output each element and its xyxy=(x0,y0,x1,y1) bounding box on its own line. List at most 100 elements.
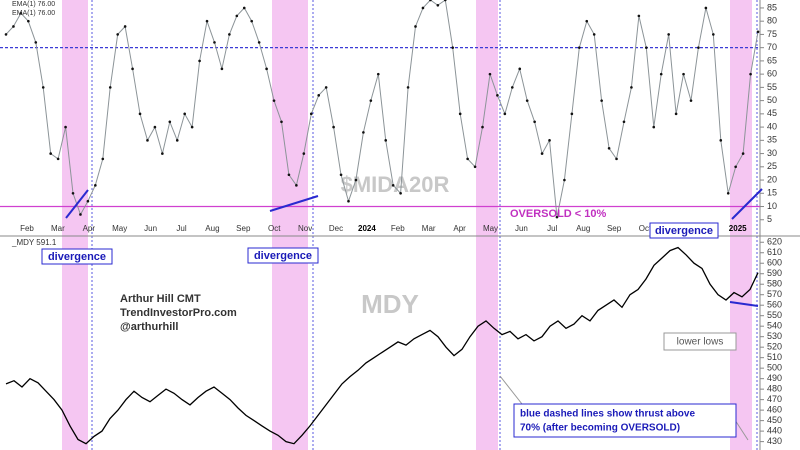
data-point xyxy=(146,139,149,142)
y-tick-label: 600 xyxy=(767,258,782,268)
data-point xyxy=(659,72,663,76)
data-point xyxy=(56,157,60,161)
data-point xyxy=(637,14,641,18)
data-point xyxy=(376,72,380,76)
data-point xyxy=(168,120,172,124)
credit: TrendInvestorPro.com xyxy=(120,307,237,319)
data-point xyxy=(116,33,119,36)
annotation-box xyxy=(41,248,113,265)
x-tick-label: Jun xyxy=(515,224,528,233)
y-tick-label: 490 xyxy=(767,373,782,383)
x-tick-label: 2025 xyxy=(729,224,747,233)
data-point xyxy=(510,86,514,89)
data-point xyxy=(12,25,15,28)
data-point xyxy=(600,99,603,102)
x-tick-label: Apr xyxy=(83,224,96,233)
y-tick-label: 60 xyxy=(767,69,777,79)
y-tick-label: 15 xyxy=(767,188,777,198)
series-line xyxy=(5,246,759,445)
x-tick-label: Jul xyxy=(547,224,557,233)
x-tick-label: Jul xyxy=(176,224,186,233)
data-point xyxy=(175,139,179,142)
y-tick-label: 540 xyxy=(767,321,782,331)
y-tick-label: 80 xyxy=(767,16,777,26)
x-tick-label: Oct xyxy=(268,224,281,233)
y-tick-label: 570 xyxy=(767,289,782,299)
data-point xyxy=(585,19,589,23)
x-tick-label: Jun xyxy=(144,224,157,233)
data-point xyxy=(19,11,23,15)
thrust-lines xyxy=(91,0,758,450)
data-point xyxy=(272,99,276,102)
oversold-band xyxy=(476,0,498,450)
watermark: $MIDA20R xyxy=(341,172,450,197)
data-point xyxy=(481,125,484,129)
data-point xyxy=(71,191,75,195)
y-tick-label: 430 xyxy=(767,436,782,446)
data-point xyxy=(190,125,194,129)
y-tick-label: 500 xyxy=(767,363,782,373)
credit: @arthurhill xyxy=(120,321,178,333)
data-point xyxy=(704,6,708,10)
x-tick-label: May xyxy=(112,224,127,233)
legend-entry: EMA(1) 76.00 xyxy=(12,1,55,8)
annotation: divergence xyxy=(48,251,106,263)
y-tick-label: 550 xyxy=(767,310,782,320)
data-point xyxy=(79,213,82,216)
annotation: blue dashed lines show thrust above xyxy=(520,409,695,420)
x-tick-label: Mar xyxy=(51,224,65,233)
y-tick-label: 610 xyxy=(767,247,782,257)
x-tick-label: May xyxy=(483,224,498,233)
y-tick-label: 85 xyxy=(767,2,777,12)
watermark: MDY xyxy=(361,289,419,319)
pointer xyxy=(499,375,523,405)
data-point xyxy=(94,184,97,187)
data-point xyxy=(265,67,268,71)
data-point xyxy=(473,165,477,169)
y-tick-label: 480 xyxy=(767,384,782,394)
data-point xyxy=(362,131,365,134)
data-point xyxy=(451,46,455,49)
data-point xyxy=(324,86,328,89)
data-point xyxy=(332,125,335,129)
y-tick-label: 50 xyxy=(767,95,777,105)
data-point xyxy=(339,173,343,177)
y-tick-label: 10 xyxy=(767,201,777,211)
data-point xyxy=(317,94,321,97)
data-point xyxy=(429,0,432,2)
data-point xyxy=(570,112,574,116)
data-point xyxy=(34,41,38,44)
y-tick-label: 560 xyxy=(767,300,782,310)
data-point xyxy=(108,86,112,89)
data-point xyxy=(369,99,373,102)
data-point xyxy=(756,30,760,34)
y-tick-label: 5 xyxy=(767,214,772,224)
y-tick-label: 590 xyxy=(767,268,782,278)
data-point xyxy=(138,112,142,116)
data-point xyxy=(555,215,559,219)
data-point xyxy=(101,157,105,161)
y-tick-label: 40 xyxy=(767,121,777,131)
data-point xyxy=(4,33,8,36)
data-point xyxy=(563,178,566,182)
credit: Arthur Hill CMT xyxy=(120,293,201,305)
y-tick-label: 30 xyxy=(767,148,777,158)
data-point xyxy=(391,184,395,187)
data-point xyxy=(622,120,626,124)
x-tick-label: Apr xyxy=(453,224,466,233)
oversold-band xyxy=(272,0,308,450)
data-point xyxy=(674,112,678,116)
data-point xyxy=(198,59,201,63)
divergence-line xyxy=(65,189,89,219)
data-point xyxy=(131,67,134,71)
data-point xyxy=(161,152,164,155)
data-point xyxy=(295,184,298,187)
data-point xyxy=(399,191,402,195)
x-tick-label: Aug xyxy=(576,224,590,233)
data-point xyxy=(280,120,283,124)
y-tick-label: 520 xyxy=(767,342,782,352)
data-point xyxy=(86,199,90,203)
y-tick-label: 45 xyxy=(767,108,777,118)
divergence-line xyxy=(731,188,763,220)
